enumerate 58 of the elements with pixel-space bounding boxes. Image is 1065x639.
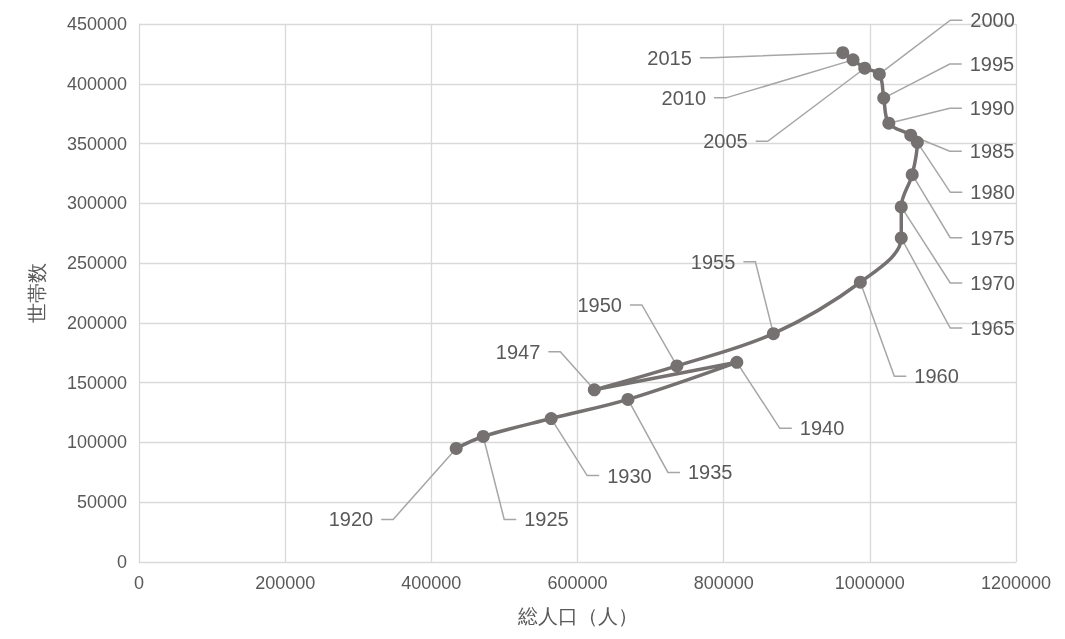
y-tick-label: 250000 [66, 253, 127, 274]
y-tick-label: 300000 [66, 193, 127, 214]
x-axis-title: 総人口（人） [516, 605, 638, 627]
x-tick-label: 600000 [547, 573, 608, 593]
y-tick-label: 200000 [66, 312, 127, 333]
point [858, 61, 872, 75]
point [877, 91, 891, 105]
annotation: 1940 [799, 417, 845, 440]
y-axis-title: 世帯数 [26, 263, 48, 323]
annotation: 2000 [970, 9, 1015, 32]
annotation: 1995 [969, 53, 1015, 76]
annotation: 1975 [970, 226, 1015, 249]
point [882, 116, 896, 130]
annotation: 1920 [328, 508, 374, 531]
point [476, 429, 490, 443]
point [846, 53, 860, 67]
x-tick-label: 1200000 [980, 573, 1052, 593]
annotation: 1947 [495, 340, 541, 363]
x-tick-label: 400000 [401, 573, 462, 593]
annotation: 2015 [647, 46, 692, 69]
point [872, 67, 886, 81]
annotation: 1935 [687, 461, 733, 484]
annotation: 1925 [524, 508, 569, 531]
point [587, 383, 601, 397]
annotation: 1965 [970, 317, 1015, 339]
point [730, 355, 744, 369]
annotation: 2010 [661, 86, 707, 109]
annotation: 1960 [914, 365, 959, 388]
point [544, 412, 558, 426]
annotation: 1950 [577, 293, 622, 316]
annotation: 2005 [703, 130, 748, 153]
annotation: 1930 [607, 464, 652, 487]
x-tick-label: 0 [133, 573, 145, 593]
point [904, 128, 918, 142]
y-tick-label: 100000 [66, 432, 127, 453]
y-tick-label: 350000 [66, 133, 127, 154]
point [894, 200, 908, 214]
y-tick-label: 450000 [66, 14, 127, 34]
annotation: 1980 [970, 181, 1015, 204]
annotation: 1990 [969, 97, 1015, 120]
x-tick-label: 800000 [693, 573, 754, 593]
y-tick-label: 150000 [66, 372, 127, 393]
annotation: 1985 [969, 140, 1015, 163]
x-tick-label: 1000000 [834, 573, 905, 593]
point [621, 392, 635, 406]
y-tick-label: 50000 [76, 492, 127, 513]
y-tick-label: 0 [116, 552, 127, 572]
point [894, 231, 908, 245]
point [853, 275, 867, 289]
y-tick-label: 400000 [66, 73, 127, 94]
point [766, 327, 780, 341]
point [449, 441, 463, 455]
point [905, 168, 919, 182]
annotation: 1955 [690, 250, 736, 273]
point [670, 359, 684, 373]
x-tick-label: 200000 [255, 573, 316, 593]
point [836, 46, 850, 60]
annotation: 1970 [970, 271, 1015, 294]
